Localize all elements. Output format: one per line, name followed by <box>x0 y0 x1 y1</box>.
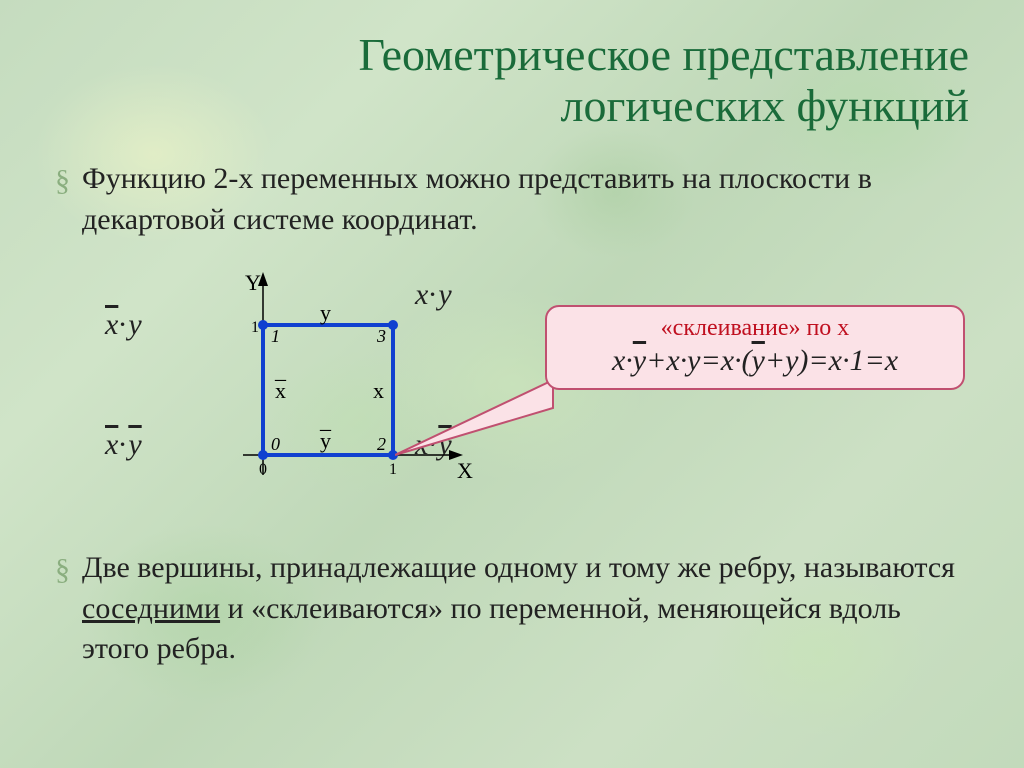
node-0 <box>258 450 268 460</box>
paragraph-2: Две вершины, принадлежащие одному и тому… <box>82 548 969 670</box>
callout-box: «склеивание» по x x·y+x·y=x·(y+y)=x·1=x <box>545 305 965 390</box>
node-num-2: 2 <box>377 434 386 454</box>
x-axis-label: X <box>457 458 473 483</box>
node-num-1: 1 <box>271 326 280 346</box>
edge-label-left: x <box>275 378 286 403</box>
title-line-1: Геометрическое представление <box>358 29 969 80</box>
tick-y1: 1 <box>251 319 259 336</box>
slide-content: Геометрическое представление логических … <box>0 0 1024 670</box>
callout-formula: x·y+x·y=x·(y+y)=x·1=x <box>565 344 945 378</box>
vertex-label-tl: x· y <box>105 308 142 342</box>
callout: «склеивание» по x x·y+x·y=x·(y+y)=x·1=x <box>545 305 1015 390</box>
edge-label-bottom: y <box>320 428 331 453</box>
bullet-icon: § <box>55 552 70 588</box>
edge-label-top: y <box>320 300 331 325</box>
node-1 <box>258 320 268 330</box>
bullet-2: § Две вершины, принадлежащие одному и то… <box>55 548 969 670</box>
slide-title: Геометрическое представление логических … <box>55 30 969 131</box>
bullet-1: § Функцию 2-х переменных можно представи… <box>55 159 969 240</box>
vertex-label-bl: x· y <box>105 428 142 462</box>
title-line-2: логических функций <box>561 80 970 131</box>
y-axis-label: Y <box>245 270 261 295</box>
node-num-3: 3 <box>376 326 386 346</box>
tick-x0: 0 <box>259 461 267 478</box>
bullet-icon: § <box>55 163 70 199</box>
paragraph-1: Функцию 2-х переменных можно представить… <box>82 159 969 240</box>
node-num-0: 0 <box>271 434 280 454</box>
callout-title: «склеивание» по x <box>565 315 945 342</box>
figure-area: x· y x· y x· y x· y 0 <box>55 250 969 540</box>
edge-label-right: x <box>373 378 384 403</box>
diagram-svg: 0 1 2 3 Y X 1 0 1 y _ y _ x x <box>175 250 495 530</box>
tick-x1: 1 <box>389 461 397 478</box>
node-2 <box>388 450 398 460</box>
node-3 <box>388 320 398 330</box>
